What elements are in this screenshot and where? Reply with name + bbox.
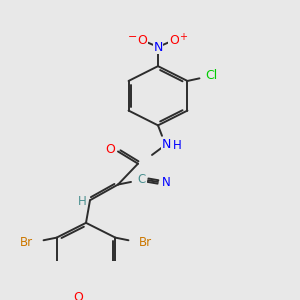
Text: N: N: [153, 40, 163, 53]
Text: H: H: [78, 196, 86, 208]
Text: O: O: [105, 143, 115, 156]
Text: N: N: [161, 138, 171, 151]
Text: Cl: Cl: [205, 69, 218, 82]
Text: Br: Br: [139, 236, 152, 249]
Text: C: C: [138, 173, 146, 186]
Text: O: O: [137, 34, 147, 46]
Text: −: −: [128, 32, 138, 42]
Text: H: H: [172, 139, 182, 152]
Text: N: N: [162, 176, 170, 189]
Text: +: +: [179, 32, 187, 42]
Text: Br: Br: [20, 236, 33, 249]
Text: O: O: [169, 34, 179, 46]
Text: O: O: [73, 291, 83, 300]
